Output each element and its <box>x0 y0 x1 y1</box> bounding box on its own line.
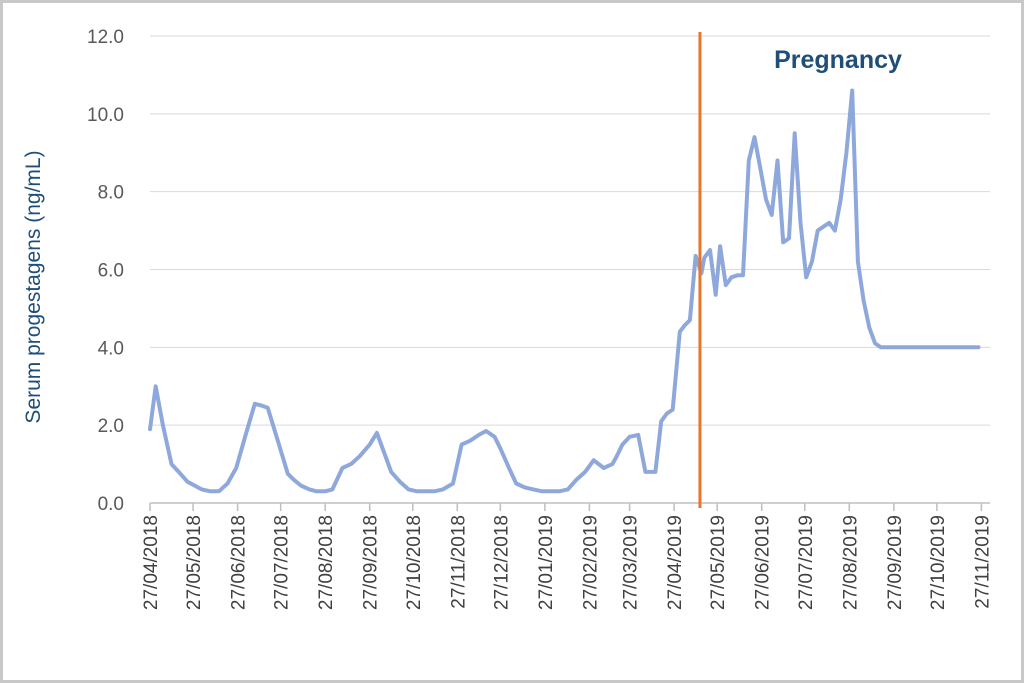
y-tick-label: 0.0 <box>98 494 124 515</box>
x-tick-label: 27/07/2019 <box>796 515 817 610</box>
x-tick-label: 27/10/2019 <box>928 515 949 610</box>
x-tick-label: 27/04/2018 <box>141 515 162 610</box>
x-tick-label: 27/08/2019 <box>840 515 861 610</box>
y-axis-title: Serum progestagens (ng/mL) <box>22 150 45 423</box>
y-tick-label: 4.0 <box>98 338 124 359</box>
series-group <box>148 88 981 494</box>
x-tick-label: 27/06/2018 <box>229 515 250 610</box>
x-tick-label: 27/11/2019 <box>972 515 993 609</box>
x-axis <box>149 502 990 511</box>
x-tick-label: 27/11/2018 <box>448 515 469 609</box>
series-line <box>148 88 981 494</box>
y-tick-label: 6.0 <box>98 261 124 282</box>
x-tick-label: 27/07/2018 <box>272 515 293 610</box>
x-tick-label: 27/10/2018 <box>404 515 425 610</box>
y-axis-ticks: 0.0 2.0 4.0 6.0 8.0 10.0 12.0 <box>87 27 124 515</box>
x-tick-label: 27/09/2018 <box>361 515 382 610</box>
x-tick-label: 27/09/2019 <box>885 515 906 610</box>
x-tick-label: 27/05/2018 <box>184 515 205 610</box>
x-tick-label: 27/04/2019 <box>665 515 686 610</box>
y-tick-label: 10.0 <box>87 105 124 126</box>
gridlines <box>150 35 990 426</box>
x-tick-label: 27/05/2019 <box>708 515 729 610</box>
pregnancy-annotation: Pregnancy <box>774 46 902 74</box>
y-tick-label: 2.0 <box>98 416 124 437</box>
y-tick-label: 8.0 <box>98 183 124 204</box>
x-axis-ticks: 27/04/2018 27/05/2018 27/06/2018 27/07/2018… <box>141 515 993 610</box>
x-tick-label: 27/02/2019 <box>580 515 601 610</box>
x-tick-label: 27/01/2019 <box>536 515 557 610</box>
x-tick-label: 27/06/2019 <box>753 515 774 610</box>
x-tick-label: 27/03/2019 <box>621 515 642 610</box>
x-tick-label: 27/08/2018 <box>316 515 337 610</box>
x-tick-label: 27/12/2018 <box>491 515 512 610</box>
y-tick-label: 12.0 <box>87 27 124 48</box>
